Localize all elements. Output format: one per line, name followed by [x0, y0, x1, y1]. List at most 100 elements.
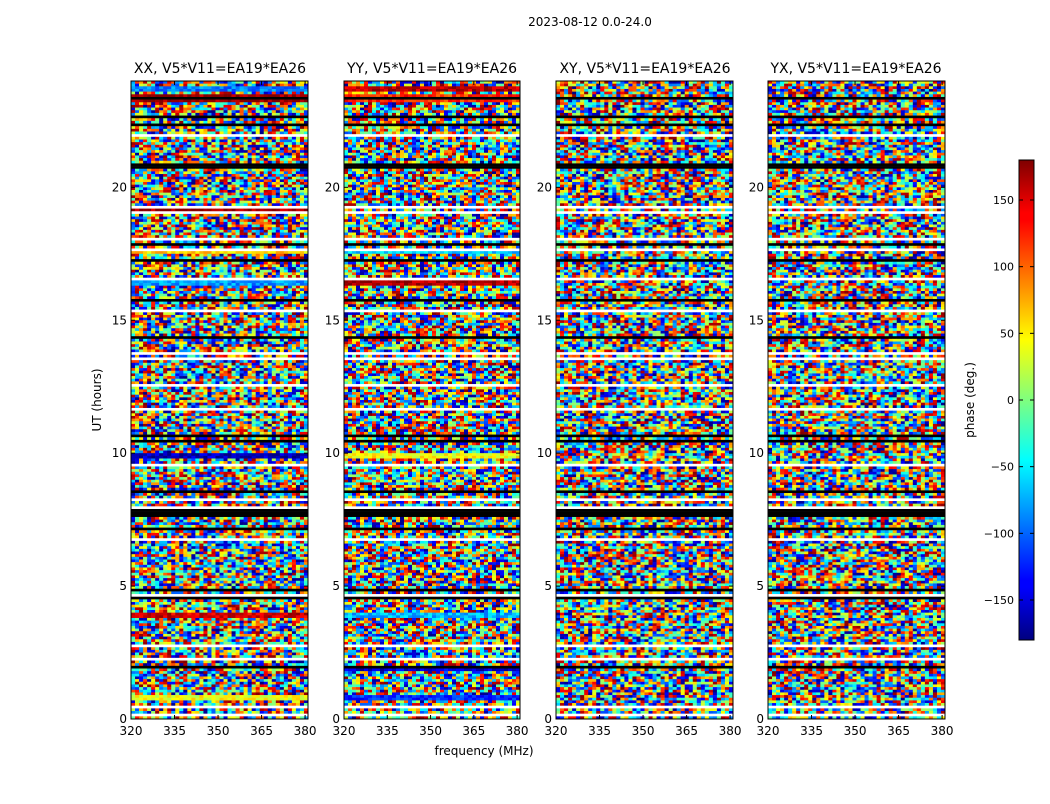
heatmap-cell	[155, 102, 160, 106]
heatmap-cell	[299, 203, 305, 207]
heatmap-cell	[171, 155, 176, 159]
heatmap-cell	[243, 195, 248, 199]
heatmap-cell	[299, 192, 305, 196]
heatmap-cell	[287, 235, 293, 239]
heatmap-cell	[191, 415, 196, 419]
heatmap-cell	[247, 312, 252, 316]
heatmap-cell	[163, 291, 168, 294]
heatmap-cell	[131, 392, 136, 395]
heatmap-cell	[291, 142, 297, 146]
heatmap-cell	[243, 179, 248, 183]
heatmap-cell	[267, 118, 273, 122]
heatmap-cell	[255, 253, 261, 257]
heatmap-cell	[187, 136, 192, 140]
heatmap-cell	[179, 283, 184, 286]
heatmap-cell	[151, 99, 156, 103]
heatmap-cell	[299, 118, 305, 122]
heatmap-cell	[251, 176, 257, 180]
heatmap-cell	[239, 240, 244, 244]
heatmap-cell	[135, 128, 140, 132]
heatmap-cell	[175, 344, 180, 348]
heatmap-cell	[179, 158, 184, 162]
heatmap-cell	[239, 174, 244, 177]
heatmap-cell	[143, 346, 148, 350]
heatmap-cell	[199, 81, 204, 84]
heatmap-cell	[271, 128, 277, 132]
heatmap-cell	[283, 365, 289, 369]
heatmap-cell	[275, 176, 281, 180]
heatmap-cell	[243, 346, 248, 350]
heatmap-cell	[131, 283, 136, 286]
heatmap-cell	[303, 126, 309, 130]
heatmap-cell	[235, 189, 240, 193]
heatmap-cell	[235, 306, 240, 310]
heatmap-cell	[191, 328, 196, 332]
heatmap-cell	[251, 293, 257, 297]
heatmap-cell	[151, 94, 156, 98]
heatmap-cell	[303, 189, 309, 193]
heatmap-cell	[191, 81, 196, 84]
heatmap-cell	[295, 131, 301, 135]
heatmap-cell	[203, 139, 208, 143]
heatmap-cell	[131, 344, 136, 348]
heatmap-row	[131, 160, 309, 164]
heatmap-cell	[267, 203, 273, 207]
heatmap-cell	[191, 102, 196, 106]
heatmap-cell	[163, 240, 168, 244]
heatmap-cell	[131, 227, 136, 231]
heatmap-cell	[131, 373, 136, 377]
heatmap-cell	[267, 147, 273, 151]
heatmap-cell	[219, 346, 224, 350]
heatmap-row	[131, 142, 309, 146]
heatmap-cell	[155, 189, 160, 193]
heatmap-cell	[287, 373, 293, 377]
heatmap-cell	[191, 317, 196, 321]
heatmap-cell	[203, 389, 208, 393]
heatmap-cell	[151, 136, 156, 140]
heatmap-cell	[183, 368, 188, 372]
heatmap-cell	[235, 421, 240, 425]
heatmap-cell	[171, 328, 176, 332]
heatmap-cell	[283, 291, 289, 294]
heatmap-cell	[275, 203, 281, 207]
heatmap-cell	[275, 370, 281, 374]
heatmap-cell	[263, 155, 269, 159]
heatmap-cell	[291, 203, 297, 207]
heatmap-cell	[151, 346, 156, 350]
heatmap-cell	[255, 368, 261, 372]
heatmap-cell	[187, 227, 192, 231]
heatmap-cell	[203, 291, 208, 294]
heatmap-cell	[135, 94, 140, 98]
heatmap-cell	[219, 306, 224, 310]
heatmap-cell	[135, 91, 140, 95]
heatmap-cell	[287, 322, 293, 326]
heatmap-cell	[223, 312, 228, 316]
heatmap-cell	[219, 333, 224, 337]
heatmap-cell	[131, 413, 136, 417]
heatmap-cell	[143, 381, 148, 385]
heatmap-cell	[295, 86, 301, 90]
heatmap-cell	[299, 392, 305, 395]
heatmap-cell	[175, 365, 180, 369]
heatmap-cell	[139, 368, 144, 372]
heatmap-cell	[295, 99, 301, 103]
heatmap-cell	[299, 346, 305, 350]
heatmap-cell	[183, 192, 188, 196]
heatmap-cell	[187, 423, 192, 427]
heatmap-cell	[295, 312, 301, 316]
heatmap-cell	[247, 128, 252, 132]
heatmap-cell	[263, 312, 269, 316]
heatmap-cell	[283, 306, 289, 310]
heatmap-cell	[267, 253, 273, 257]
heatmap-cell	[159, 120, 164, 124]
heatmap-cell	[287, 394, 293, 398]
heatmap-cell	[267, 112, 273, 116]
heatmap-cell	[203, 83, 208, 87]
heatmap-cell	[267, 418, 273, 422]
heatmap-cell	[243, 293, 248, 297]
heatmap-cell	[279, 293, 285, 297]
heatmap-cell	[259, 227, 265, 231]
heatmap-cell	[223, 171, 228, 175]
heatmap-cell	[199, 317, 204, 321]
heatmap-cell	[267, 328, 273, 332]
